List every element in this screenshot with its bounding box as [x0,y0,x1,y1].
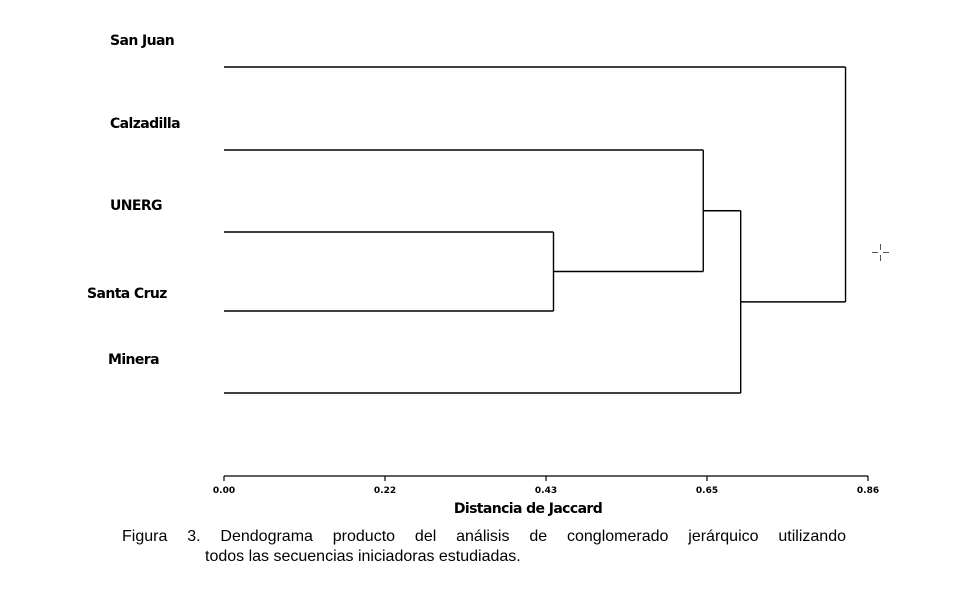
leaf-label-san-juan: San Juan [110,33,174,49]
leaf-label-minera: Minera [108,352,159,368]
leaf-label-unerg: UNERG [110,198,162,214]
figure-caption-line-1: Figura 3. Dendograma producto del anális… [122,528,846,545]
dendrogram-links [224,66,847,394]
leaf-labels: San Juan Calzadilla UNERG Santa Cruz Minera [87,33,181,368]
x-tick-label-0.43: 0.43 [535,486,557,496]
crosshair-cursor-icon [872,244,889,261]
x-axis-title: Distancia de Jaccard [454,501,602,517]
figure-caption-line-2: todos las secuencias iniciadoras estudia… [205,548,521,565]
x-tick-label-0.22: 0.22 [374,486,396,496]
leaf-label-santa-cruz: Santa Cruz [87,286,167,302]
x-tick-label-0.00: 0.00 [213,486,235,496]
leaf-label-calzadilla: Calzadilla [110,116,180,132]
x-tick-label-0.86: 0.86 [857,486,879,496]
x-axis: 0.00 0.22 0.43 0.65 0.86 Distancia de Jaccard [213,475,879,517]
x-tick-label-0.65: 0.65 [696,486,718,496]
